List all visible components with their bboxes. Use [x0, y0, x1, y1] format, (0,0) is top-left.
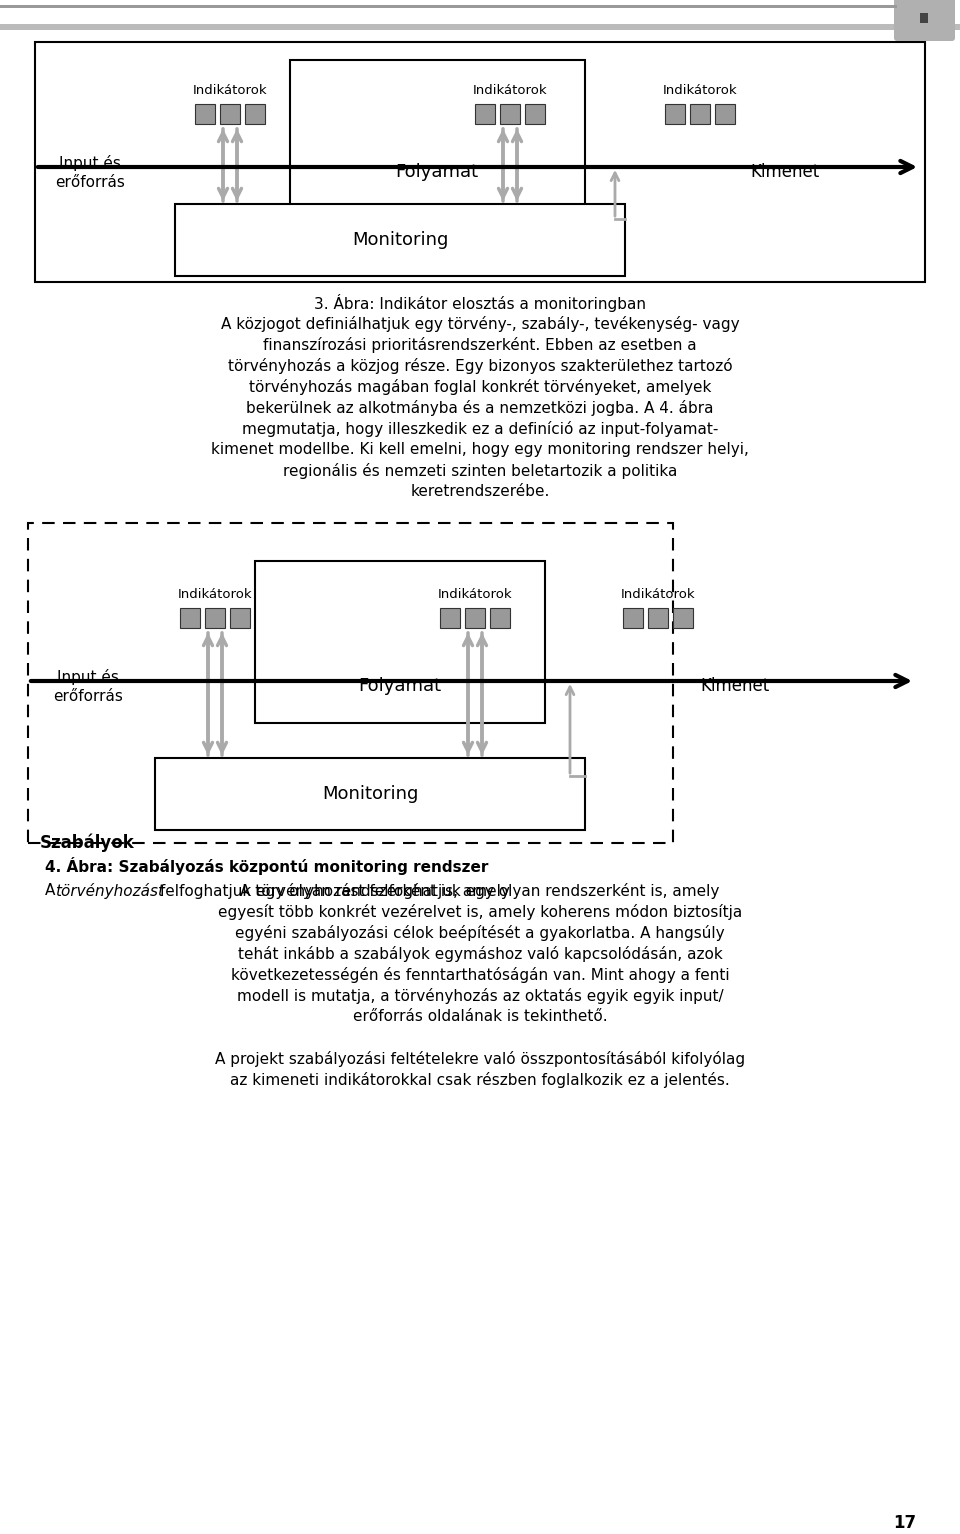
- Text: felfoghatjuk egy olyan rendszerként is, amely: felfoghatjuk egy olyan rendszerként is, …: [155, 884, 510, 899]
- Text: törvényhozás magában foglal konkrét törvényeket, amelyek: törvényhozás magában foglal konkrét törv…: [249, 379, 711, 394]
- Text: egyesít több konkrét vezérelvet is, amely koherens módon biztosítja: egyesít több konkrét vezérelvet is, amel…: [218, 904, 742, 920]
- Text: A törvényhozást felfoghatjuk egy olyan rendszerként is, amely: A törvényhozást felfoghatjuk egy olyan r…: [240, 884, 720, 899]
- Text: kimenet modellbe. Ki kell emelni, hogy egy monitoring rendszer helyi,: kimenet modellbe. Ki kell emelni, hogy e…: [211, 442, 749, 457]
- Text: megmutatja, hogy illeszkedik ez a definíció az input-folyamat-: megmutatja, hogy illeszkedik ez a definí…: [242, 420, 718, 437]
- Bar: [465, 607, 485, 627]
- Bar: [35, 41, 925, 282]
- Text: Szabályok: Szabályok: [40, 833, 134, 851]
- Text: törvényhozás a közjog része. Egy bizonyos szakterülethez tartozó: törvényhozás a közjog része. Egy bizonyo…: [228, 357, 732, 374]
- Bar: [690, 104, 710, 124]
- Bar: [205, 607, 225, 627]
- Text: keretrendszerébe.: keretrendszerébe.: [410, 485, 550, 499]
- Text: az kimeneti indikátorokkal csak részben foglalkozik ez a jelentés.: az kimeneti indikátorokkal csak részben …: [230, 1072, 730, 1088]
- Text: Folyamat: Folyamat: [396, 163, 479, 181]
- Bar: [525, 104, 545, 124]
- Text: 3. Ábra: Indikátor elosztás a monitoringban: 3. Ábra: Indikátor elosztás a monitoring…: [314, 295, 646, 311]
- Bar: [195, 104, 215, 124]
- Bar: [28, 523, 673, 844]
- Text: egyéni szabályozási célok beépítését a gyakorlatba. A hangsúly: egyéni szabályozási célok beépítését a g…: [235, 925, 725, 940]
- Text: törvényhozást: törvényhozást: [55, 884, 164, 899]
- Text: finanszírozási prioritásrendszerként. Ebben az esetben a: finanszírozási prioritásrendszerként. Eb…: [263, 337, 697, 353]
- Text: Indikátorok: Indikátorok: [662, 84, 737, 97]
- Text: modell is mutatja, a törvényhozás az oktatás egyik egyik input/: modell is mutatja, a törvényhozás az okt…: [237, 988, 723, 1003]
- Bar: [490, 607, 510, 627]
- Text: Kimenet: Kimenet: [750, 163, 819, 181]
- Bar: [0, 25, 960, 31]
- Bar: [648, 607, 668, 627]
- Bar: [230, 607, 250, 627]
- FancyBboxPatch shape: [894, 0, 955, 41]
- Text: bekerülnek az alkotmányba és a nemzetközi jogba. A 4. ábra: bekerülnek az alkotmányba és a nemzetköz…: [247, 400, 713, 416]
- Text: Indikátorok: Indikátorok: [178, 588, 252, 601]
- Text: A: A: [45, 884, 60, 897]
- Text: Kimenet: Kimenet: [700, 676, 769, 695]
- Bar: [715, 104, 735, 124]
- Text: Input és
erőforrás: Input és erőforrás: [53, 669, 123, 704]
- Text: 17: 17: [894, 1514, 917, 1532]
- Text: A projekt szabályozási feltételekre való összpontosításából kifolyólag: A projekt szabályozási feltételekre való…: [215, 1051, 745, 1068]
- Bar: [665, 104, 685, 124]
- Text: A közjogot definiálhatjuk egy törvény-, szabály-, tevékenység- vagy: A közjogot definiálhatjuk egy törvény-, …: [221, 316, 739, 331]
- Bar: [175, 204, 625, 276]
- Bar: [245, 104, 265, 124]
- Bar: [180, 607, 200, 627]
- Bar: [475, 104, 495, 124]
- Text: következetességén és fenntarthatóságán van. Mint ahogy a fenti: következetességén és fenntarthatóságán v…: [230, 966, 730, 983]
- Bar: [290, 60, 585, 235]
- Bar: [623, 607, 643, 627]
- Bar: [0, 5, 897, 8]
- Text: Input és
erőforrás: Input és erőforrás: [55, 155, 125, 190]
- Text: Folyamat: Folyamat: [358, 676, 442, 695]
- Text: Indikátorok: Indikátorok: [438, 588, 513, 601]
- Text: tehát inkább a szabályok egymáshoz való kapcsolódásán, azok: tehát inkább a szabályok egymáshoz való …: [238, 946, 722, 962]
- Bar: [500, 104, 520, 124]
- Text: 4. Ábra: Szabályozás központú monitoring rendszer: 4. Ábra: Szabályozás központú monitoring…: [45, 858, 489, 874]
- Text: Monitoring: Monitoring: [322, 785, 419, 802]
- Bar: [155, 758, 585, 830]
- Bar: [920, 12, 928, 23]
- Text: erőforrás oldalának is tekinthető.: erőforrás oldalának is tekinthető.: [352, 1009, 608, 1025]
- Bar: [255, 561, 545, 723]
- Bar: [220, 104, 240, 124]
- Text: Indikátorok: Indikátorok: [621, 588, 695, 601]
- Text: Monitoring: Monitoring: [351, 232, 448, 249]
- Bar: [673, 607, 693, 627]
- Bar: [440, 607, 460, 627]
- Text: Indikátorok: Indikátorok: [472, 84, 547, 97]
- Text: regionális és nemzeti szinten beletartozik a politika: regionális és nemzeti szinten beletartoz…: [283, 463, 677, 479]
- Text: Indikátorok: Indikátorok: [193, 84, 267, 97]
